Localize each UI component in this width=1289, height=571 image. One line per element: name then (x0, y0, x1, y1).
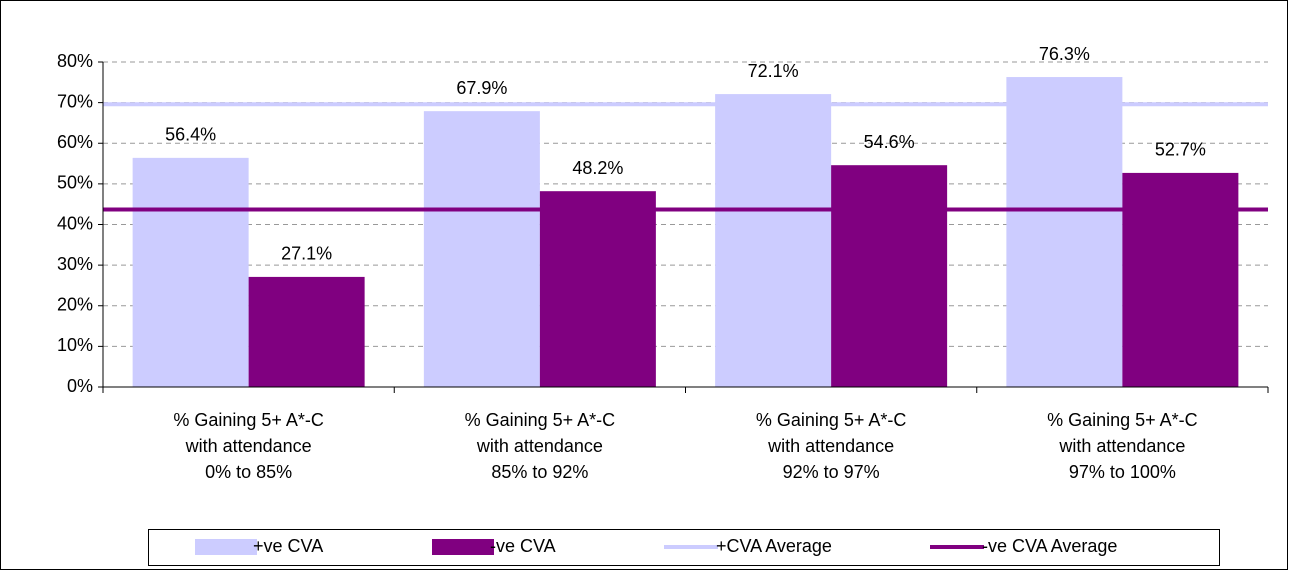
data-label: 27.1% (281, 244, 332, 264)
x-tick-label: % Gaining 5+ A*-C with attendance 85% to 9… (465, 410, 616, 482)
y-tick-label: 70% (57, 91, 93, 111)
y-tick-label: 20% (57, 295, 93, 315)
y-tick-label: 50% (57, 173, 93, 193)
data-label: 76.3% (1039, 44, 1090, 64)
data-label: 72.1% (748, 61, 799, 81)
legend-label: -ve CVA Average (982, 536, 1117, 556)
bar (539, 191, 656, 387)
bar (715, 94, 832, 387)
data-label: 67.9% (456, 78, 507, 98)
legend-label: +CVA Average (716, 536, 832, 556)
y-tick-label: 30% (57, 254, 93, 274)
x-tick-label: % Gaining 5+ A*-C with attendance 92% to 9… (756, 410, 907, 482)
y-tick-label: 0% (67, 376, 93, 396)
legend-swatch (195, 539, 257, 555)
y-tick-label: 60% (57, 132, 93, 152)
x-tick-label: % Gaining 5+ A*-C with attendance 0% to 85… (173, 410, 324, 482)
bar (423, 111, 540, 387)
y-tick-label: 40% (57, 213, 93, 233)
bar (132, 157, 249, 387)
bar (248, 276, 365, 387)
y-tick-label: 10% (57, 335, 93, 355)
legend-swatch (432, 539, 494, 555)
bar (831, 165, 948, 387)
data-label: 54.6% (864, 132, 915, 152)
legend-label: -ve CVA (490, 536, 556, 556)
data-label: 52.7% (1155, 140, 1206, 160)
data-label: 56.4% (165, 125, 216, 145)
y-tick-label: 80% (57, 51, 93, 71)
legend-label: +ve CVA (253, 536, 323, 556)
data-label: 48.2% (572, 158, 623, 178)
bar (1006, 77, 1123, 387)
bar (1122, 172, 1239, 387)
x-tick-label: % Gaining 5+ A*-C with attendance 97% to 1… (1047, 410, 1198, 482)
